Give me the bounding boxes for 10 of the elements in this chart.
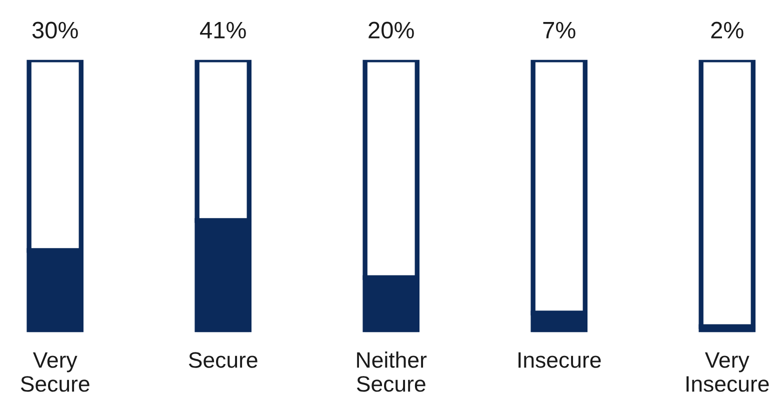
x-tick-label: Very Insecure bbox=[686, 352, 769, 392]
text: 41% bbox=[200, 22, 246, 38]
text: 30% bbox=[32, 22, 78, 39]
text: 20% bbox=[368, 22, 414, 39]
text: 7% bbox=[543, 22, 576, 38]
text: 2% bbox=[711, 22, 744, 38]
x-tick-label: Insecure bbox=[518, 352, 601, 368]
x-tick-label: Secure bbox=[188, 352, 258, 368]
x-tick-label: Neither Secure bbox=[356, 352, 427, 392]
x-tick-label: Very Secure bbox=[20, 352, 90, 392]
